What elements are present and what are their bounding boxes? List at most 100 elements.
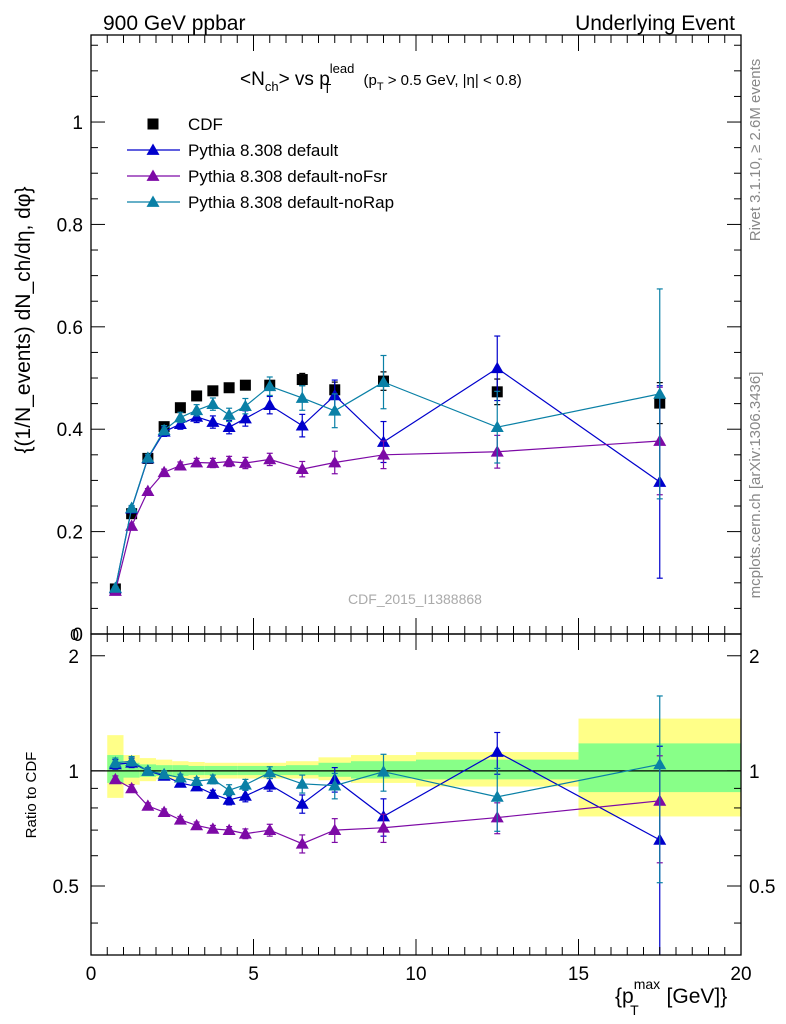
series-2 xyxy=(108,386,667,596)
data-point xyxy=(222,420,236,433)
data-point xyxy=(328,455,342,468)
data-point xyxy=(328,404,342,416)
ratio-point xyxy=(263,778,277,790)
data-point xyxy=(239,379,251,391)
x-axis-label: {pmax T [GeV]} xyxy=(615,976,727,1018)
data-point xyxy=(206,456,220,468)
ratio-point xyxy=(222,793,236,805)
ratio-y-tick-label: 1 xyxy=(68,762,79,783)
ratio-point xyxy=(377,765,390,777)
header-right: Underlying Event xyxy=(575,12,735,35)
y-tick-label: 0.2 xyxy=(57,523,83,544)
ratio-point xyxy=(157,805,171,818)
ratio-point xyxy=(238,789,252,801)
data-point xyxy=(222,408,236,420)
ratio-point xyxy=(125,781,139,794)
ratio-point xyxy=(328,823,342,835)
data-point xyxy=(490,420,504,433)
legend-label: Pythia 8.308 default-noRap xyxy=(188,193,394,212)
ratio-point xyxy=(295,797,309,809)
y-tick-label: 1 xyxy=(72,113,83,134)
data-point xyxy=(108,581,122,593)
ratio-plot-area xyxy=(91,718,741,817)
data-point xyxy=(125,501,139,513)
y-tick-label: 0.4 xyxy=(57,420,84,441)
ratio-point xyxy=(295,837,309,849)
ratio-point xyxy=(653,757,667,770)
y-tick-label: 0.8 xyxy=(57,215,83,236)
data-point xyxy=(238,411,252,424)
y-tick-label: 0 xyxy=(70,627,79,644)
data-point xyxy=(263,452,277,465)
x-tick-label: 10 xyxy=(405,964,426,985)
data-point xyxy=(125,519,139,531)
axes: 00.20.40.60.810 5 10 15 200.5 0.51 12 20 xyxy=(53,34,775,985)
data-point xyxy=(206,397,220,410)
data-point xyxy=(207,385,219,397)
header-left: 900 GeV ppbar xyxy=(103,12,245,35)
ratio-y-tick-label: 0.5 xyxy=(53,877,79,898)
ratio-point xyxy=(263,823,277,835)
data-point xyxy=(173,417,187,429)
data-point xyxy=(377,448,390,460)
data-point xyxy=(295,391,309,403)
ratio-point xyxy=(206,822,220,834)
ratio-point xyxy=(377,821,390,833)
ratio-y-tick-label-right: 1 xyxy=(749,762,760,783)
ratio-y-tick-label-right: 2 xyxy=(749,647,760,668)
data-point xyxy=(263,379,277,392)
ratio-point xyxy=(238,778,252,790)
ratio-point xyxy=(173,813,187,825)
data-point xyxy=(174,402,186,414)
ratio-series-2 xyxy=(108,695,667,884)
ratio-point xyxy=(108,756,122,768)
ratio-y-tick-label-right: 0.5 xyxy=(749,877,775,898)
data-point xyxy=(206,415,220,427)
ratio-point xyxy=(190,818,204,831)
ratio-point xyxy=(206,787,220,799)
data-point xyxy=(141,484,155,497)
y-tick-label: 0.6 xyxy=(57,318,83,339)
legend-marker-triangle xyxy=(146,195,160,207)
x-tick-label: 20 xyxy=(730,964,751,985)
ratio-series-marks xyxy=(108,695,667,955)
data-point xyxy=(295,419,309,431)
ratio-y-tick-label: 2 xyxy=(68,647,79,668)
y-tick-label: 0 xyxy=(72,625,83,646)
data-point xyxy=(238,456,252,468)
ratio-ylabel: Ratio to CDF xyxy=(23,752,40,839)
data-point xyxy=(222,454,236,467)
data-point xyxy=(296,374,308,386)
legend-marker-square xyxy=(147,118,159,130)
ratio-point xyxy=(206,772,220,785)
series-3 xyxy=(108,288,667,593)
ratio-point xyxy=(173,771,187,783)
data-point xyxy=(190,403,204,416)
data-point xyxy=(173,459,187,471)
ratio-point xyxy=(295,777,309,789)
data-point xyxy=(238,399,252,412)
ratio-point xyxy=(125,754,139,767)
x-tick-label: 5 xyxy=(248,964,259,985)
legend-marker-triangle xyxy=(146,143,160,155)
rivet-label: Rivet 3.1.10, ≥ 2.6M events xyxy=(747,59,764,242)
ratio-point xyxy=(238,827,252,839)
data-point xyxy=(173,410,187,423)
legend-marker-triangle xyxy=(146,169,160,181)
ratio-point xyxy=(157,767,171,780)
analysis-watermark: CDF_2015_I1388868 xyxy=(348,591,482,607)
data-point xyxy=(263,398,277,411)
main-ylabel: {(1/N_events) dN_ch/dη, dφ} xyxy=(12,187,35,454)
ratio-point xyxy=(490,745,504,757)
legend-label: CDF xyxy=(188,115,223,134)
legend: CDF Pythia 8.308 default Pythia 8.308 defa… xyxy=(127,115,394,212)
data-point xyxy=(490,361,504,374)
ratio-point xyxy=(190,774,204,787)
x-tick-label: 0 xyxy=(86,964,97,985)
series-0 xyxy=(109,371,666,595)
ratio-point xyxy=(108,772,122,785)
mcplots-label: mcplots.cern.ch [arXiv:1306.3436] xyxy=(747,372,764,599)
data-point xyxy=(295,462,309,475)
data-point xyxy=(157,423,171,436)
